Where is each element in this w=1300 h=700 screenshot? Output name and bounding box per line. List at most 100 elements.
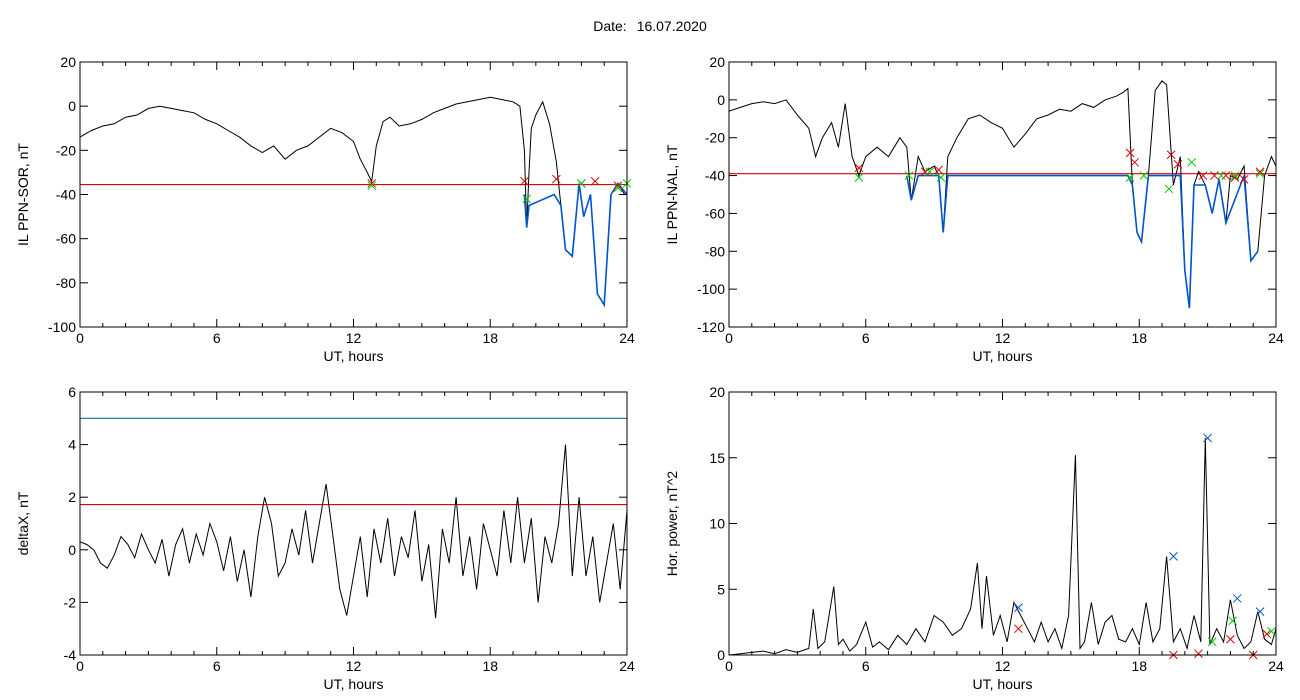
marker-red (1210, 171, 1219, 180)
marker-red (590, 176, 600, 186)
marker-green (1228, 616, 1238, 626)
y-axis-label: IL PPN-NAL, nT (664, 144, 680, 244)
y-tick-label: 20 (709, 54, 725, 70)
x-tick-label: 6 (213, 658, 221, 674)
x-tick-label: 24 (619, 330, 635, 346)
x-tick-label: 18 (482, 330, 498, 346)
x-tick-label: 6 (213, 330, 221, 346)
chart-il_sor: 0 6 12 18 24 20 0 -20 -40 -60 -80 -100 UT, hours IL P… (15, 54, 635, 364)
y-tick-label: -80 (56, 275, 76, 291)
marker-red (551, 174, 561, 184)
marker-red (920, 167, 930, 177)
y-tick-label: -20 (705, 130, 725, 146)
marker-green (936, 173, 946, 182)
x-tick-label: 6 (862, 658, 870, 674)
y-tick-label: 20 (60, 54, 76, 70)
marker-green (1125, 173, 1135, 182)
x-tick-label: 18 (482, 658, 498, 674)
marker-red (934, 165, 944, 175)
x-tick-label: 12 (346, 658, 362, 674)
y-tick-label: -100 (697, 281, 725, 297)
marker-green (1255, 169, 1265, 179)
x-tick-label: 18 (1131, 658, 1147, 674)
marker-red (1230, 173, 1240, 182)
marker-green (1230, 171, 1240, 180)
marker-red (1125, 148, 1135, 158)
series-line (729, 80, 1276, 309)
x-tick-label: 0 (725, 658, 733, 674)
marker-green (904, 171, 914, 180)
marker-green (522, 194, 532, 204)
y-tick-label: 20 (709, 384, 725, 400)
marker-green (1164, 184, 1174, 194)
marker-red (1239, 175, 1249, 184)
marker-red (854, 163, 864, 173)
marker-green (925, 167, 934, 177)
plot-frame (79, 391, 628, 656)
series-line (729, 437, 1276, 655)
x-tick-label: 24 (1268, 658, 1284, 674)
date-value: 16.07.2020 (636, 18, 707, 34)
series-highlight-line (906, 174, 1259, 309)
marker-blue (1203, 433, 1212, 443)
marker-red (1014, 624, 1023, 634)
x-axis-label: UT, hours (324, 676, 384, 692)
y-tick-label: -4 (64, 647, 77, 663)
marker-green (613, 183, 623, 193)
chart-il_nal: 0 6 12 18 24 20 0 -20 -40 -60 -80 -100 -120 UT, hours… (664, 54, 1284, 364)
marker-red (1262, 629, 1272, 639)
x-axis-label: UT, hours (973, 676, 1033, 692)
y-tick-label: 4 (68, 437, 76, 453)
marker-green (1187, 157, 1197, 167)
marker-blue (1255, 607, 1265, 616)
series-line (80, 444, 627, 619)
marker-green (1216, 171, 1226, 180)
y-axis-label: IL PPN-SOR, nT (15, 143, 31, 246)
y-axis-label: deltaX, nT (15, 491, 31, 555)
x-tick-label: 0 (76, 658, 84, 674)
marker-green (1139, 171, 1149, 180)
y-tick-label: -20 (56, 142, 76, 158)
marker-red (1166, 150, 1176, 160)
y-tick-label: -2 (64, 594, 77, 610)
y-tick-label: 0 (68, 98, 76, 114)
marker-red (1173, 159, 1183, 169)
x-tick-label: 0 (76, 330, 84, 346)
marker-green (1267, 626, 1276, 636)
y-tick-label: 2 (68, 489, 76, 505)
series-line (80, 96, 627, 307)
marker-red (520, 176, 529, 186)
x-tick-label: 18 (1131, 330, 1147, 346)
marker-blue (1169, 552, 1178, 561)
marker-green (367, 181, 377, 191)
x-tick-label: 24 (619, 658, 635, 674)
y-tick-label: -80 (705, 243, 725, 259)
y-tick-label: 0 (717, 647, 725, 663)
marker-blue (1014, 603, 1023, 613)
x-axis-label: UT, hours (324, 348, 384, 364)
marker-red (1221, 171, 1231, 180)
x-tick-label: 12 (995, 330, 1011, 346)
y-tick-label: -40 (56, 187, 76, 203)
page-title: Date: 16.07.2020 (0, 18, 1300, 34)
marker-green (577, 179, 586, 188)
x-tick-label: 24 (1268, 330, 1284, 346)
date-label: Date: (593, 18, 627, 34)
x-axis-label: UT, hours (973, 348, 1033, 364)
marker-red (1255, 167, 1265, 177)
y-axis-label: Hor. power, nT^2 (664, 471, 680, 577)
marker-green (854, 173, 864, 182)
x-tick-label: 12 (995, 658, 1011, 674)
y-tick-label: 15 (709, 450, 725, 466)
marker-red (1226, 634, 1235, 644)
y-tick-label: -100 (48, 319, 76, 335)
y-tick-label: -60 (56, 231, 76, 247)
marker-red (1130, 157, 1140, 167)
y-tick-label: 10 (709, 516, 725, 532)
marker-blue (1232, 594, 1242, 603)
series-highlight-line (523, 182, 627, 308)
x-tick-label: 0 (725, 330, 733, 346)
marker-green (1207, 637, 1217, 647)
